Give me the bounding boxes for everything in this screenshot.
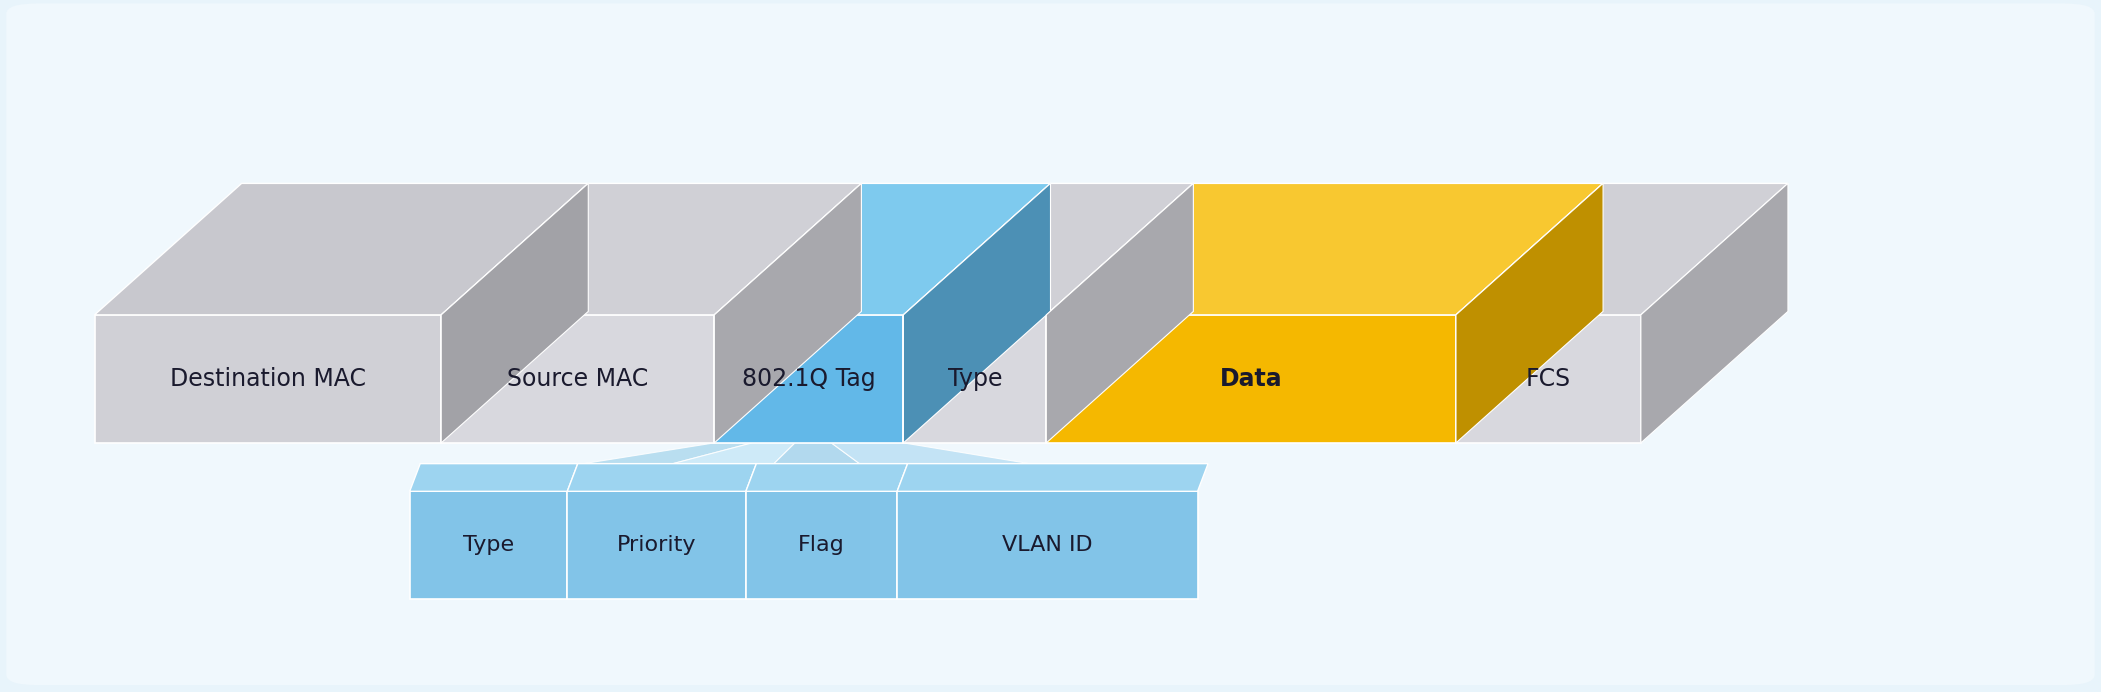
Polygon shape (1046, 183, 1193, 443)
Polygon shape (567, 491, 746, 599)
Polygon shape (410, 464, 578, 491)
Polygon shape (441, 183, 588, 443)
Text: FCS: FCS (1525, 367, 1572, 391)
Polygon shape (441, 183, 861, 315)
Polygon shape (714, 315, 903, 443)
Polygon shape (1641, 183, 1788, 443)
Text: VLAN ID: VLAN ID (1002, 535, 1093, 555)
FancyBboxPatch shape (6, 3, 2095, 685)
Text: 802.1Q Tag: 802.1Q Tag (742, 367, 876, 391)
Polygon shape (1456, 183, 1603, 443)
Polygon shape (410, 491, 567, 599)
Text: Destination MAC: Destination MAC (170, 367, 366, 391)
Polygon shape (903, 183, 1193, 315)
Text: Priority: Priority (618, 535, 695, 555)
Polygon shape (1046, 315, 1456, 443)
Polygon shape (567, 464, 756, 491)
Text: Source MAC: Source MAC (506, 367, 649, 391)
Polygon shape (746, 491, 897, 599)
Polygon shape (441, 315, 714, 443)
Polygon shape (714, 183, 1050, 315)
Polygon shape (897, 491, 1198, 599)
Polygon shape (903, 315, 1046, 443)
Polygon shape (746, 464, 908, 491)
Polygon shape (410, 443, 752, 491)
Text: Data: Data (1221, 367, 1282, 391)
Polygon shape (714, 183, 861, 443)
Polygon shape (897, 464, 1208, 491)
Polygon shape (903, 183, 1050, 443)
Polygon shape (95, 315, 441, 443)
Polygon shape (832, 443, 1198, 491)
Text: Type: Type (948, 367, 1002, 391)
Polygon shape (1456, 315, 1641, 443)
Polygon shape (95, 183, 588, 315)
Polygon shape (567, 443, 794, 491)
Polygon shape (746, 443, 897, 491)
Text: Flag: Flag (798, 535, 845, 555)
Text: Type: Type (462, 535, 515, 555)
Polygon shape (1046, 183, 1603, 315)
Polygon shape (1456, 183, 1788, 315)
